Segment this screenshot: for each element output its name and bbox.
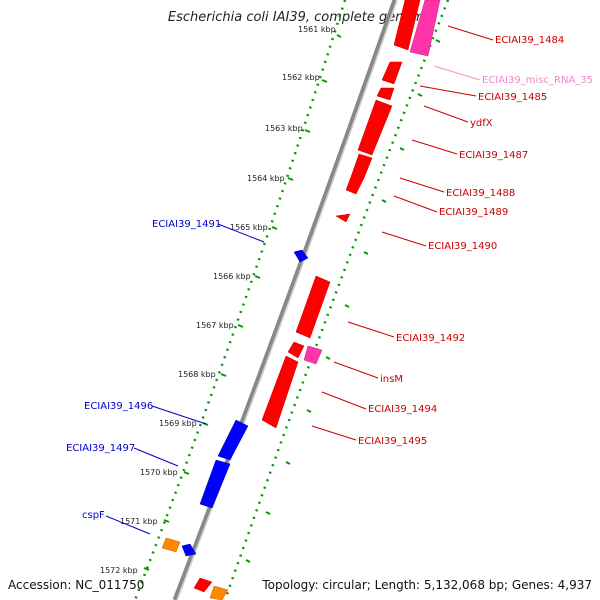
kbp-tick: 1571 kbp (120, 517, 170, 526)
gene-ECIAI39_1497[interactable] (199, 459, 231, 509)
kbp-tick: 1563 kbp (265, 124, 311, 133)
gene-ECIAI39_1484[interactable] (393, 0, 421, 51)
genome-backbone (172, 0, 398, 600)
gene-ECIAI39_1489[interactable] (345, 173, 365, 195)
kbp-tick: 1570 kbp (140, 468, 190, 477)
gene-label[interactable]: ECIAI39_1491 (152, 219, 221, 230)
other-features (161, 537, 229, 600)
gene-label[interactable]: cspF (82, 510, 105, 521)
kbp-tick: 1566 kbp (213, 272, 261, 281)
gene-label[interactable]: ECIAI39_1497 (66, 443, 135, 454)
kbp-tick: 1561 kbp (298, 25, 342, 38)
kbp-tick-label: 1566 kbp (213, 272, 251, 281)
genome-title: Escherichia coli IAI39, complete genome (167, 10, 433, 25)
gene-cspF[interactable] (181, 543, 197, 557)
outer-dotted-track (223, 0, 450, 600)
backbone-highlight (176, 0, 398, 600)
kbp-tick: 1572 kbp (100, 566, 150, 575)
topology-text: Topology: circular; Length: 5,132,068 bp… (262, 578, 592, 592)
kbp-tick-label: 1565 kbp (230, 223, 268, 232)
gene-ECIAI39_misc_RNA_35[interactable] (409, 0, 441, 57)
gene-label[interactable]: ECIAI39_1496 (84, 401, 153, 412)
gene-ECIAI39_1488[interactable] (351, 153, 373, 179)
kbp-tick: 1569 kbp (159, 419, 209, 428)
gene-label[interactable]: ECIAI39_1487 (459, 150, 528, 161)
right-gene-labels: ECIAI39_1484 ECIAI39_misc_RNA_35 ECIAI39… (358, 35, 593, 447)
kbp-tick-label: 1562 kbp (282, 73, 320, 82)
gene-label[interactable]: ECIAI39_1494 (368, 404, 437, 415)
inner-dotted-track (133, 0, 347, 600)
kbp-tick-label: 1564 kbp (247, 174, 285, 183)
gene-label[interactable]: ECIAI39_1485 (478, 92, 547, 103)
gene-ECIAI39_1485[interactable] (381, 61, 403, 85)
feature-orange-2[interactable] (209, 585, 229, 600)
gene-insM[interactable] (303, 345, 323, 365)
kbp-tick-label: 1568 kbp (178, 370, 216, 379)
kbp-tick-label: 1561 kbp (298, 25, 336, 34)
left-gene-labels: ECIAI39_1491 ECIAI39_1496 ECIAI39_1497 c… (66, 219, 221, 521)
reverse-genes (181, 249, 309, 557)
kbp-tick-label: 1572 kbp (100, 566, 138, 575)
gene-label[interactable]: ECIAI39_1484 (495, 35, 564, 46)
rna-genes (303, 0, 441, 365)
kbp-tick: 1565 kbp (230, 223, 278, 232)
gene-label[interactable]: ydfX (470, 118, 493, 129)
kbp-tick-label: 1570 kbp (140, 468, 178, 477)
outer-track-ticks (245, 39, 441, 563)
gene-label[interactable]: ECIAI39_1495 (358, 436, 427, 447)
kbp-tick: 1568 kbp (178, 370, 227, 379)
gene-label[interactable]: ECIAI39_1489 (439, 207, 508, 218)
gene-label[interactable]: ECIAI39_1488 (446, 188, 515, 199)
left-label-leaders (105, 223, 265, 535)
gene-label[interactable]: ECIAI39_misc_RNA_35 (482, 75, 593, 86)
accession-text: Accession: NC_011750 (8, 578, 145, 592)
gene-label[interactable]: ECIAI39_1492 (396, 333, 465, 344)
forward-genes (193, 0, 421, 593)
kbp-tick-label: 1567 kbp (196, 321, 234, 330)
gene-ECIAI39_1491[interactable] (293, 249, 309, 263)
gene-label[interactable]: insM (380, 374, 403, 385)
right-label-leaders (311, 25, 494, 441)
kbp-tick-label: 1569 kbp (159, 419, 197, 428)
kbp-tick-label: 1563 kbp (265, 124, 303, 133)
gene-ECIAI39_1490[interactable] (335, 213, 351, 223)
gene-label[interactable]: ECIAI39_1490 (428, 241, 497, 252)
feature-orange-1[interactable] (161, 537, 181, 553)
kbp-tick: 1564 kbp (247, 174, 294, 183)
gene-ECIAI39_1494[interactable] (261, 355, 299, 429)
kbp-tick: 1562 kbp (282, 73, 328, 83)
kbp-tick-label: 1571 kbp (120, 517, 158, 526)
gene-ECIAI39_1487[interactable] (357, 99, 393, 156)
gene-ECIAI39_1495-small[interactable] (193, 577, 213, 593)
gene-ECIAI39_1496[interactable] (217, 419, 249, 461)
kbp-tick: 1567 kbp (196, 321, 244, 330)
gene-ECIAI39_1492[interactable] (295, 275, 331, 339)
gene-ydfX[interactable] (376, 87, 395, 101)
gene-ECIAI39_1492b[interactable] (287, 341, 305, 359)
kbp-ticks: 1561 kbp 1562 kbp 1563 kbp 1564 kbp 1565… (100, 25, 342, 575)
